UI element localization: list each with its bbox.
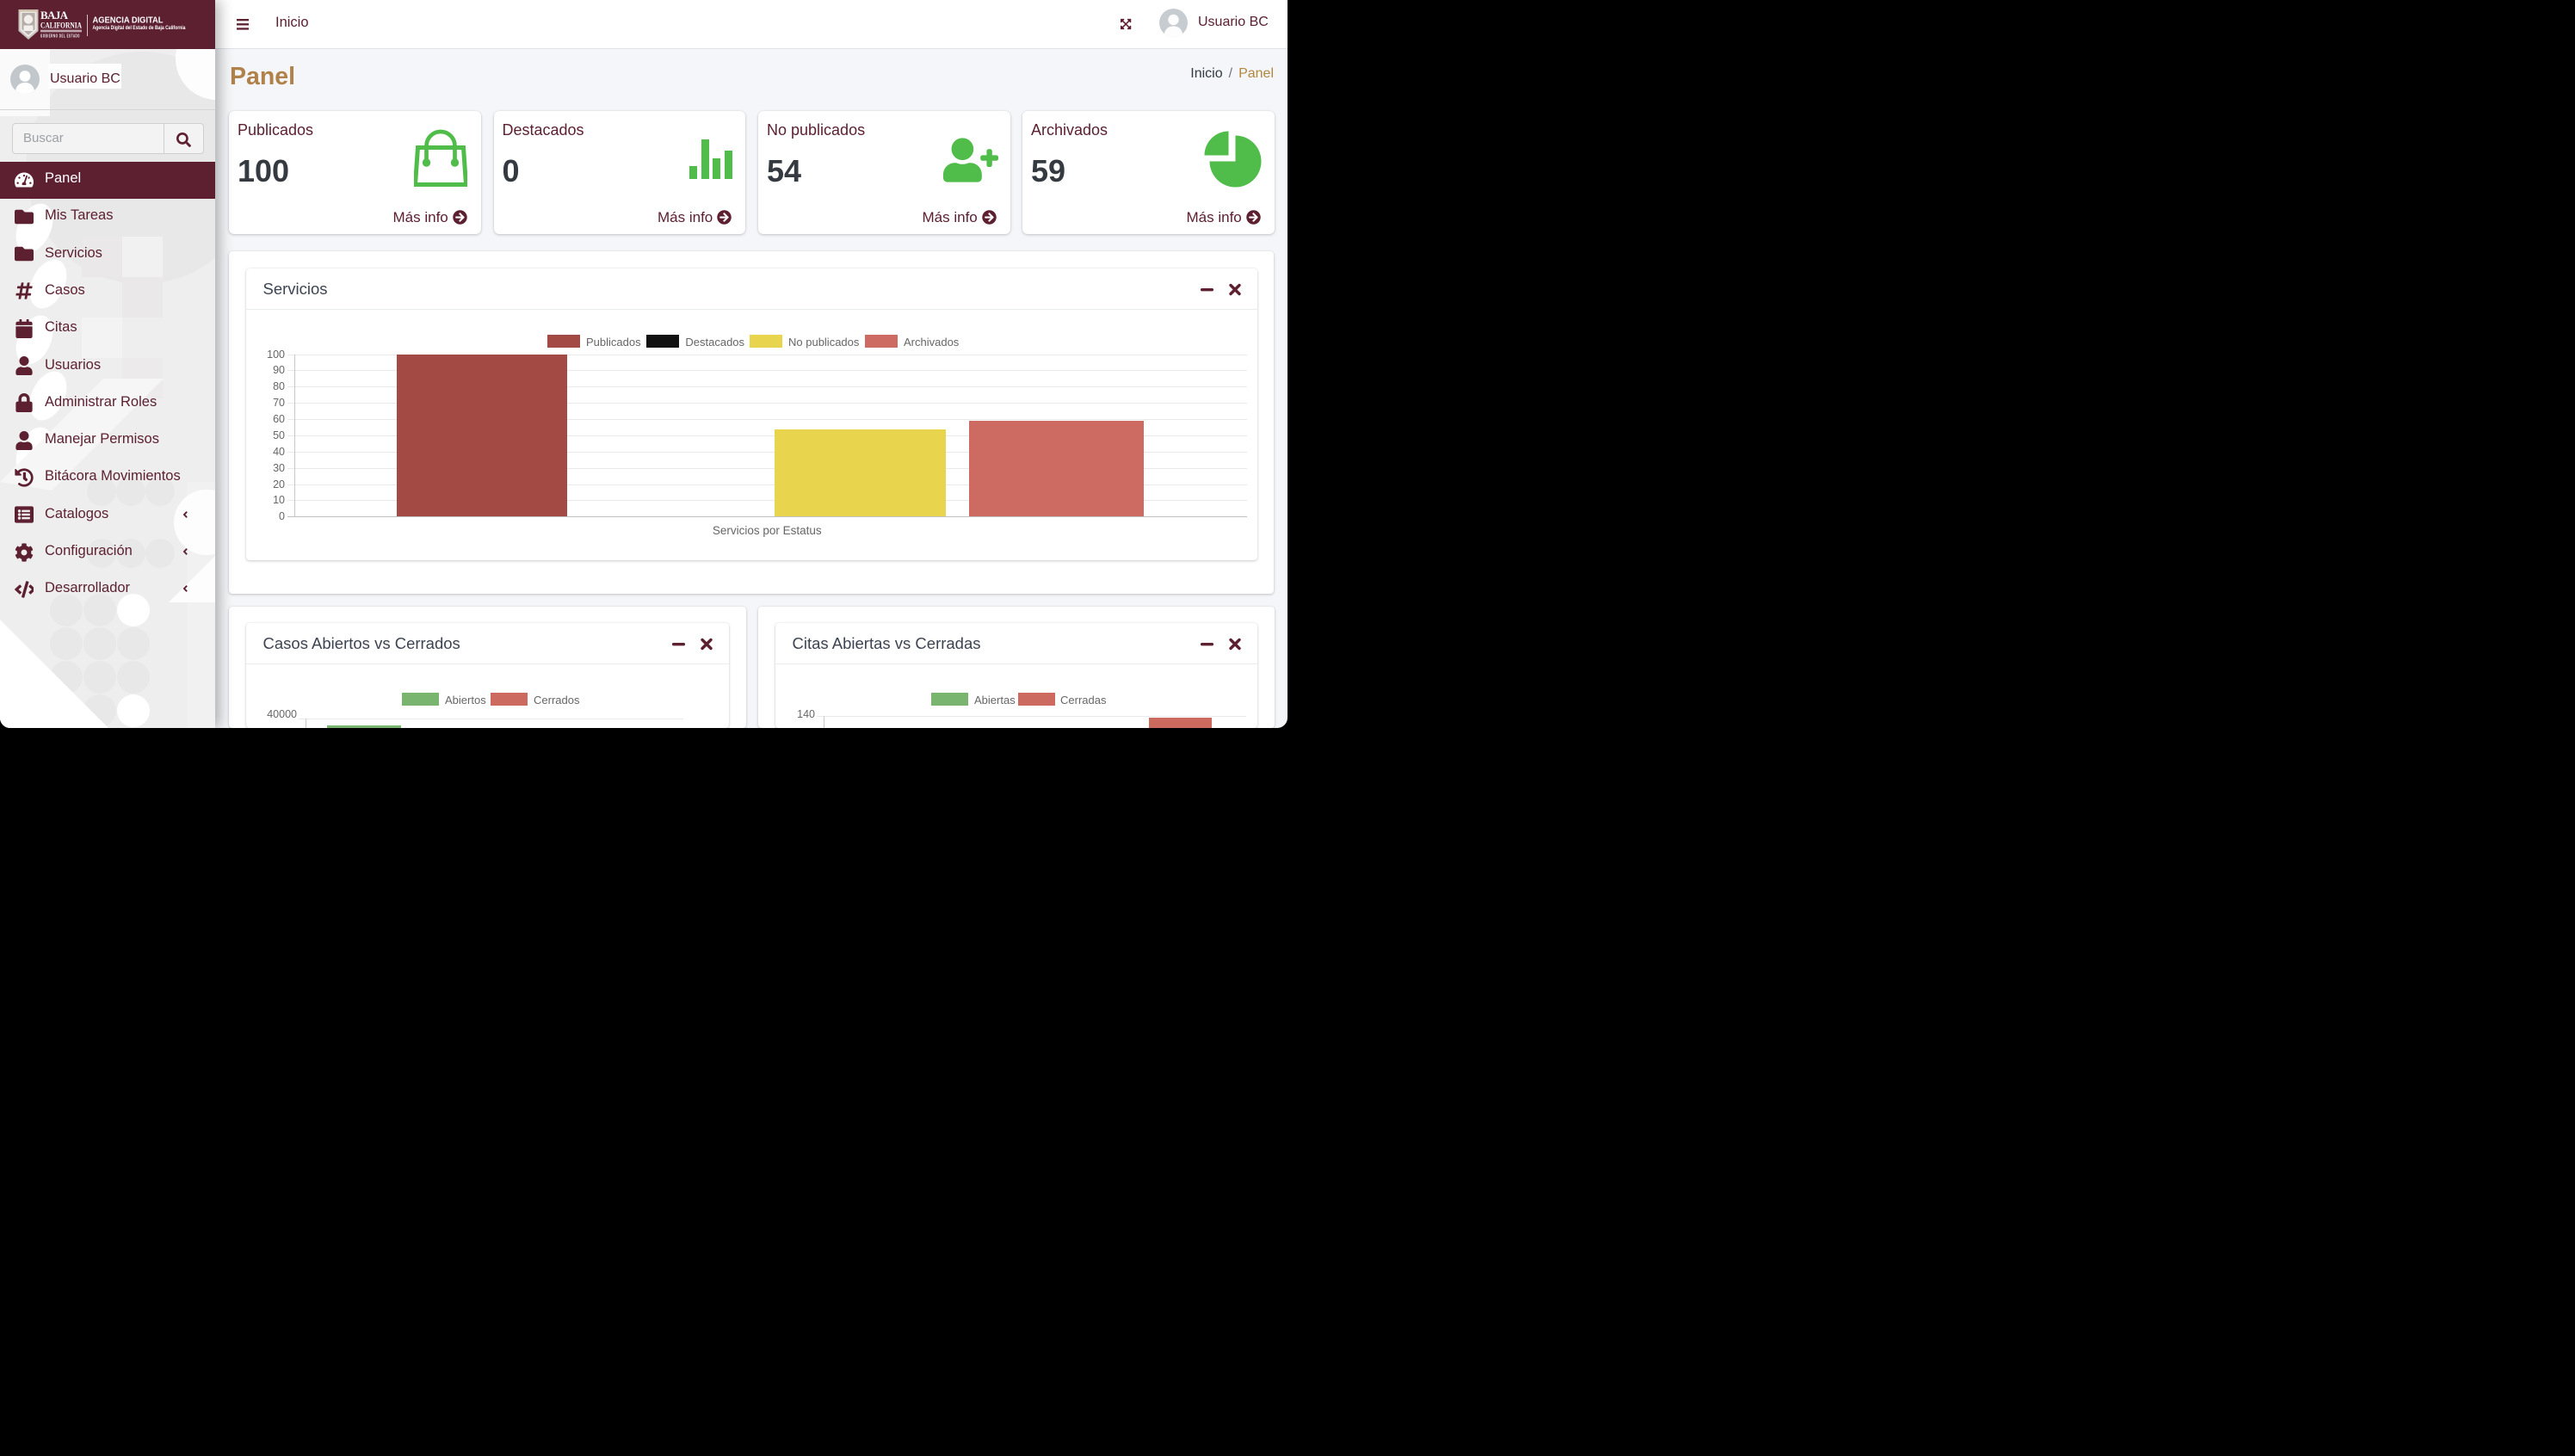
svg-text:AGENCIA DIGITAL: AGENCIA DIGITAL [93,16,164,26]
svg-text:BAJA: BAJA [40,9,69,22]
svg-text:GOBIERNO DEL ESTADO: GOBIERNO DEL ESTADO [40,34,80,40]
svg-text:Agencia Digital del Estado de: Agencia Digital del Estado de Baja Calif… [93,25,186,31]
svg-text:CALIFORNIA: CALIFORNIA [40,22,82,30]
